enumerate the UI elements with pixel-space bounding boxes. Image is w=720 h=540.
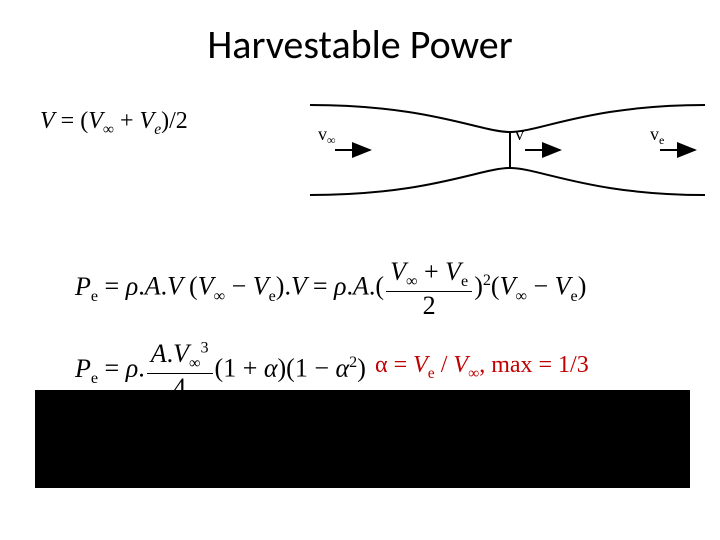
streamtube-diagram: v∞ v ve — [310, 90, 705, 210]
alpha-definition: α = Ve / V∞, max = 1/3 — [375, 352, 589, 383]
power-equation-1: Pe = ρ.A.V (V∞ − Ve).V = ρ.A.( V∞ + Ve 2… — [75, 258, 586, 319]
slide-title: Harvestable Power — [0, 20, 720, 69]
var-Vinf: V — [88, 108, 103, 134]
label-vinf: v∞ — [318, 124, 336, 147]
sub-inf: ∞ — [103, 121, 114, 138]
label-ve: ve — [650, 124, 664, 147]
label-v: v — [515, 124, 524, 144]
black-bar — [35, 390, 690, 488]
text-plus: + — [114, 108, 140, 134]
Pe: Pe — [75, 272, 98, 301]
Pe2: Pe — [75, 354, 98, 383]
text-close: )/2 — [161, 108, 188, 134]
text-eq-open: = ( — [55, 108, 89, 134]
fraction-avg: V∞ + Ve 2 — [386, 258, 472, 319]
slide: Harvestable Power V = (V∞ + Ve)/2 v∞ v v… — [0, 0, 720, 540]
var-V: V — [40, 108, 55, 134]
streamtube-bottom-curve — [310, 168, 705, 195]
average-velocity-equation: V = (V∞ + Ve)/2 — [40, 108, 188, 139]
var-Ve: V — [140, 108, 155, 134]
streamtube-top-curve — [310, 105, 705, 132]
